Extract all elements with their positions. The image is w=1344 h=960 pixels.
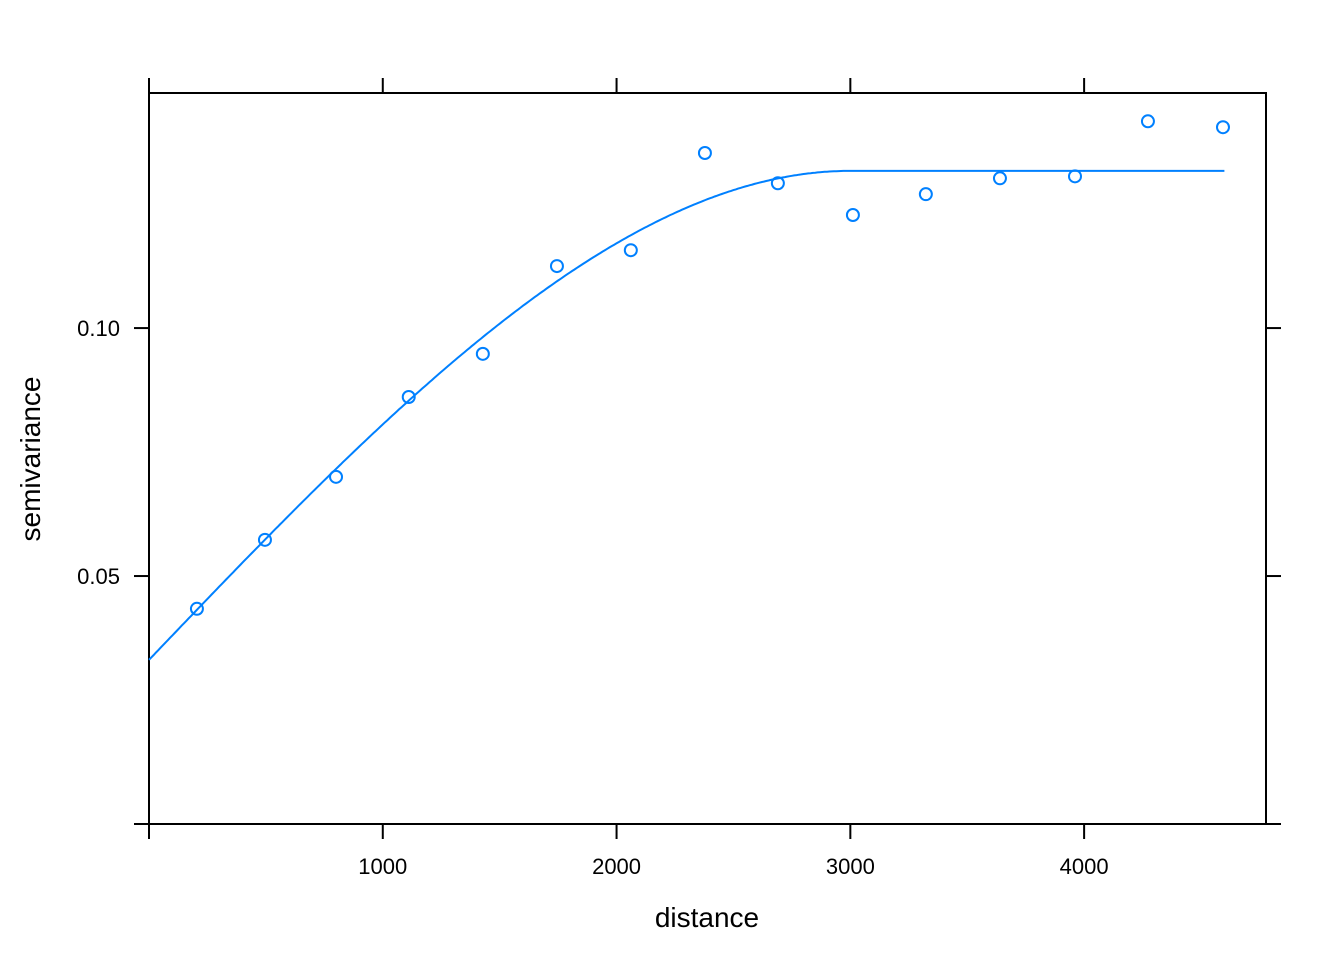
x-tick-label: 3000 <box>826 854 875 879</box>
fitted-model-line <box>148 169 1225 661</box>
y-tick-label: 0.05 <box>77 564 120 589</box>
data-point <box>623 243 638 258</box>
data-point <box>918 187 933 202</box>
x-tick-label: 2000 <box>592 854 641 879</box>
x-axis-label: distance <box>655 902 759 933</box>
data-point <box>1068 169 1083 184</box>
data-point <box>257 532 272 547</box>
y-tick-label: 0.10 <box>77 316 120 341</box>
data-point <box>1215 120 1230 135</box>
x-tick-label: 4000 <box>1060 854 1109 879</box>
data-point <box>845 207 860 222</box>
data-point <box>1140 114 1155 129</box>
data-point <box>697 146 712 161</box>
data-point <box>770 176 785 191</box>
x-tick-label: 1000 <box>358 854 407 879</box>
data-point <box>189 601 204 616</box>
data-point <box>329 469 344 484</box>
data-point <box>549 259 564 274</box>
plot-frame <box>148 92 1267 825</box>
data-points <box>189 114 1230 616</box>
data-point <box>401 390 416 405</box>
data-point <box>992 171 1007 186</box>
data-point <box>475 346 490 361</box>
y-axis-label: semivariance <box>15 377 46 542</box>
axis-ticks: 1000 2000 3000 4000 0.05 0.10 <box>77 78 1281 879</box>
